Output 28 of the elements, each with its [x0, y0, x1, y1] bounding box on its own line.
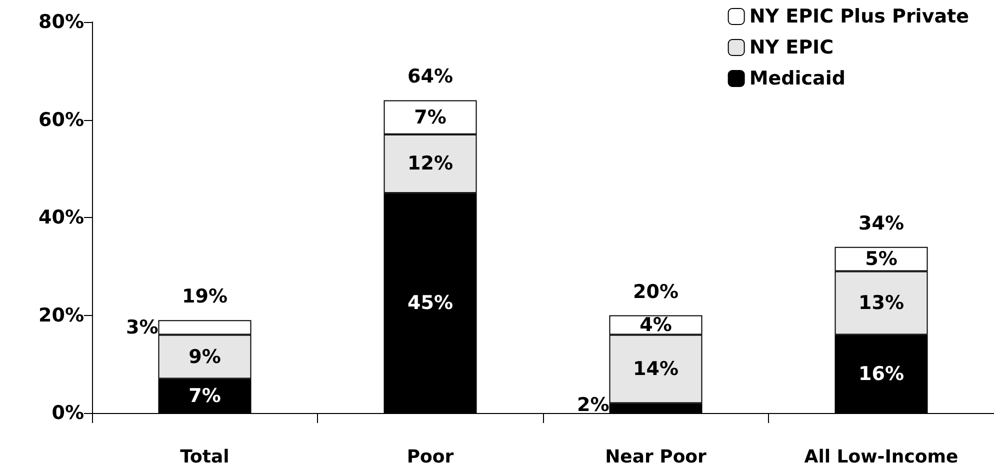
- data-label: 5%: [865, 248, 898, 270]
- data-label: 45%: [408, 292, 453, 314]
- y-tick-label: 80%: [38, 11, 84, 33]
- data-label: 3%: [126, 316, 158, 338]
- data-label: 7%: [188, 384, 221, 407]
- y-tick-label: 0%: [52, 402, 84, 424]
- total-label: 34%: [858, 212, 904, 234]
- total-label: 19%: [182, 286, 228, 308]
- x-tick-label: Total: [180, 446, 230, 468]
- y-tick-label: 60%: [38, 108, 84, 131]
- data-label: 13%: [858, 292, 904, 314]
- x-tick-label: Near Poor: [605, 446, 707, 468]
- x-tick-label: All Low-Income: [804, 446, 958, 468]
- legend-label: NY EPIC Plus Private: [749, 6, 970, 28]
- total-label: 20%: [633, 280, 678, 303]
- data-label: 14%: [633, 358, 678, 380]
- data-label: 4%: [640, 314, 672, 336]
- data-label: 9%: [188, 346, 221, 368]
- data-label: 16%: [858, 362, 904, 385]
- data-label: 2%: [576, 394, 610, 416]
- legend-label: Medicaid: [749, 68, 846, 90]
- data-label: 7%: [414, 106, 446, 128]
- legend-label: NY EPIC: [749, 36, 834, 58]
- y-tick-label: 40%: [38, 206, 84, 228]
- x-tick-label: Poor: [406, 446, 454, 468]
- y-tick-label: 20%: [38, 304, 84, 326]
- total-label: 64%: [408, 66, 453, 88]
- data-label: 12%: [408, 152, 453, 175]
